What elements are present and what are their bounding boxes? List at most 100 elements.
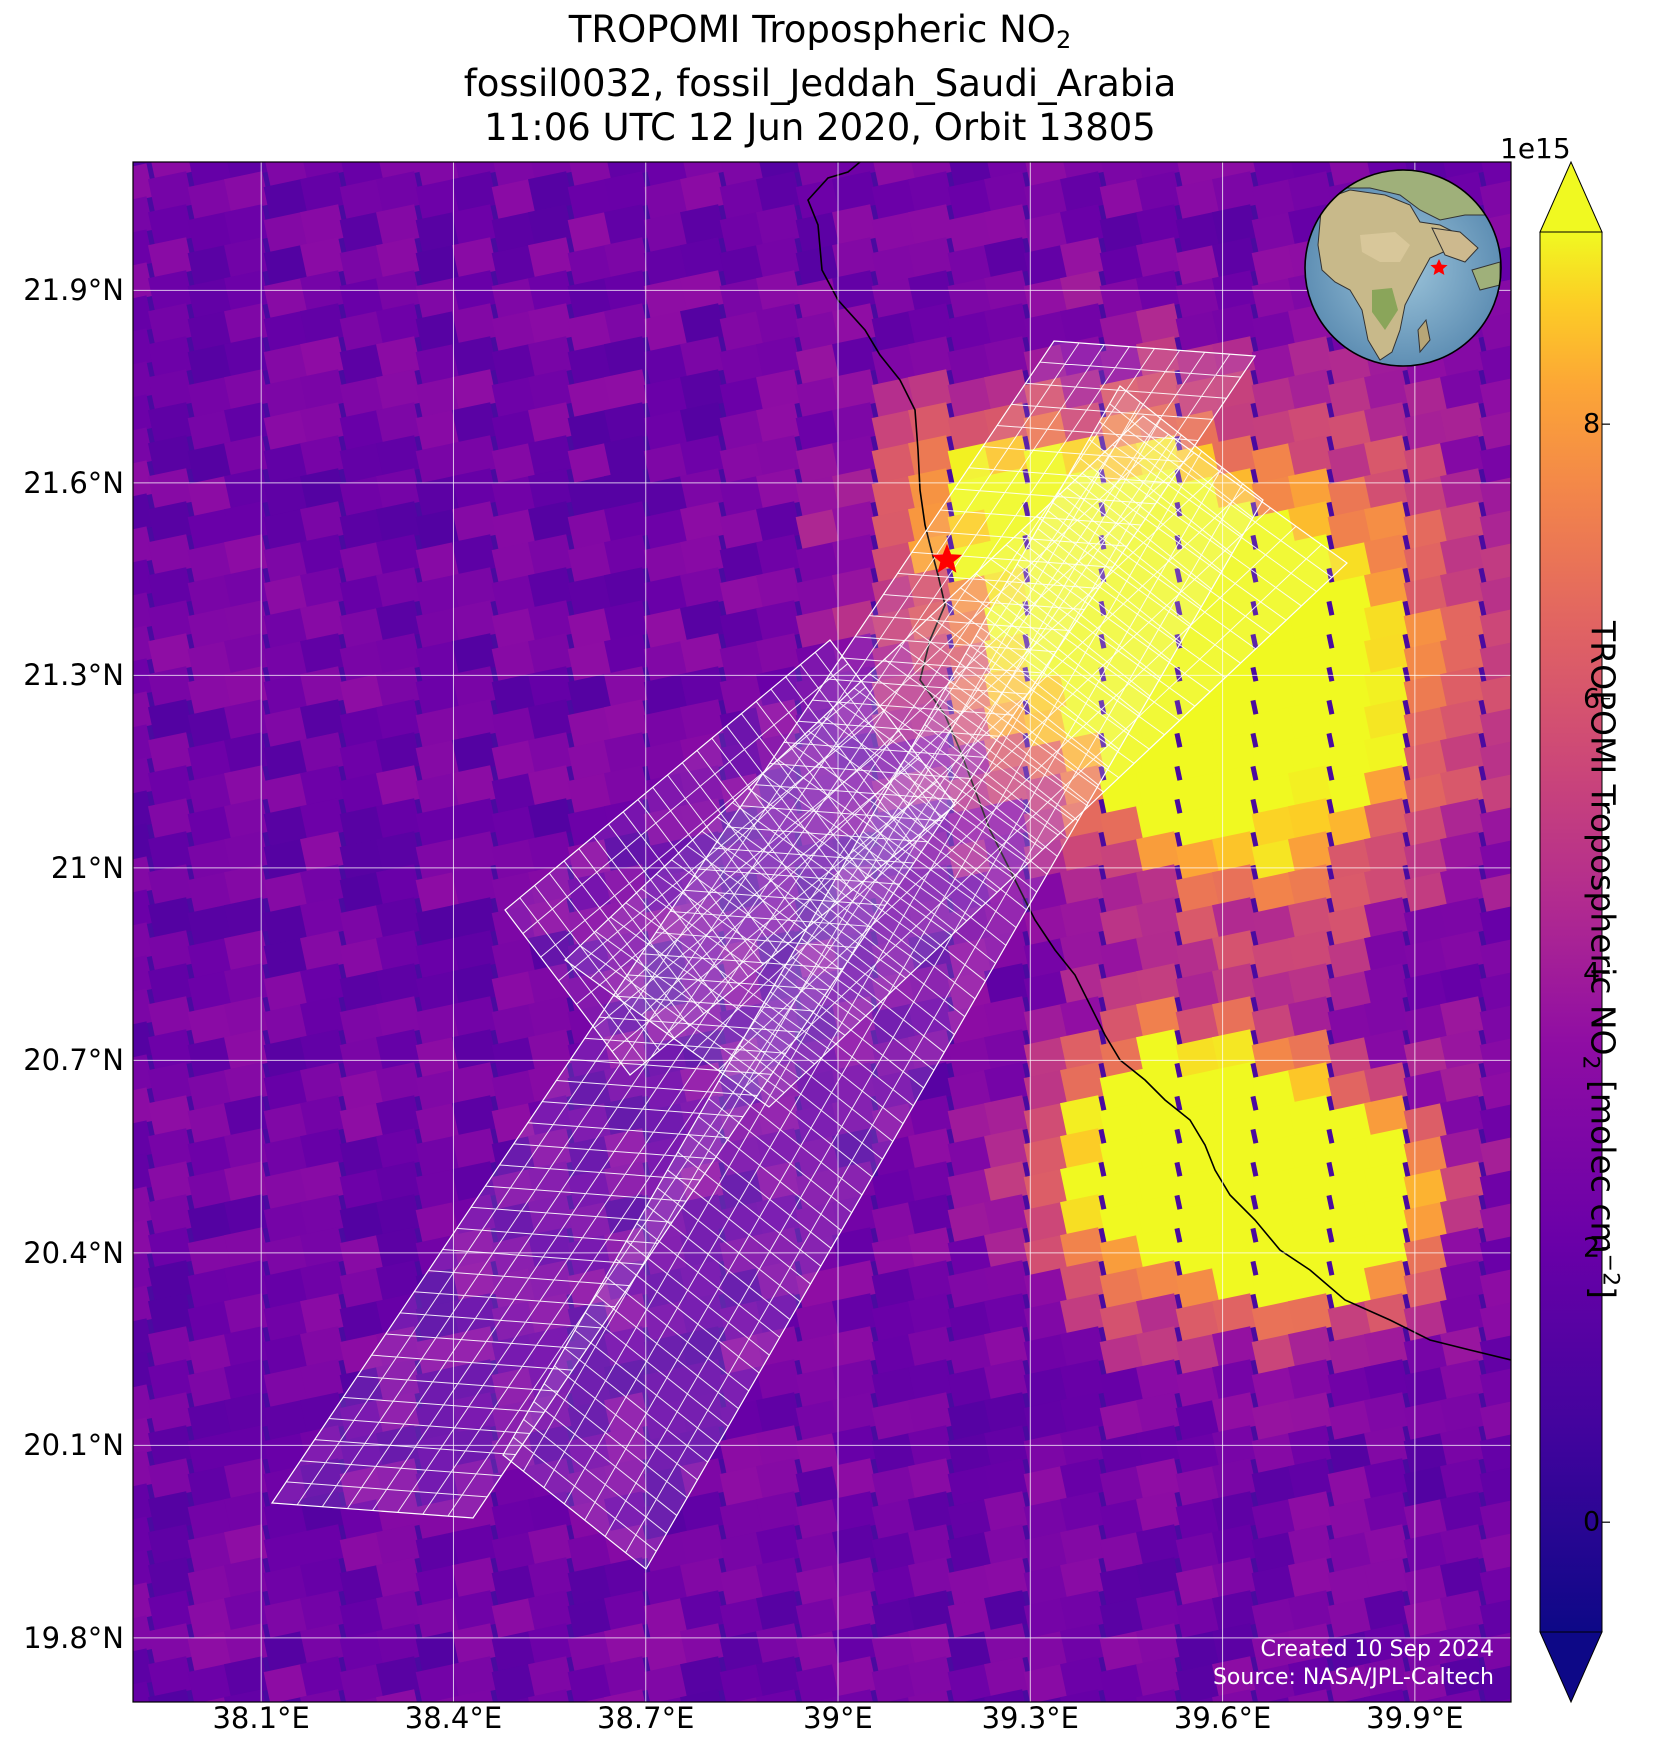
no2-pixel [375,963,422,1005]
no2-pixel [679,699,726,741]
no2-pixel [1059,963,1106,1005]
no2-pixel [1287,1590,1334,1632]
no2-pixel [1327,1565,1373,1607]
no2-pixel [719,344,765,386]
no2-pixel [1059,1194,1106,1236]
no2-pixel [491,740,537,782]
no2-pixel [491,377,537,419]
no2-pixel [415,1136,461,1178]
no2-pixel [755,1557,802,1599]
no2-pixel [795,245,841,287]
colorbar-tick-label: 4 [1583,957,1601,989]
no2-pixel [223,1557,270,1599]
no2-pixel [831,1293,878,1335]
no2-pixel [415,179,461,221]
no2-pixel [719,278,765,320]
no2-pixel [263,1103,309,1145]
no2-pixel [1479,905,1511,947]
no2-pixel [1023,1235,1069,1277]
no2-pixel [983,1425,1030,1467]
no2-pixel [907,1392,954,1434]
no2-pixel [223,1656,270,1698]
no2-pixel [947,1268,993,1310]
no2-pixel [223,798,270,840]
no2-pixel [795,278,841,320]
no2-pixel [491,278,537,320]
no2-pixel [133,790,154,832]
no2-pixel [263,1268,309,1310]
no2-pixel [451,534,498,576]
no2-pixel [1327,1202,1373,1244]
no2-pixel [871,542,917,584]
no2-pixel [983,1590,1030,1632]
no2-pixel [567,542,613,584]
no2-pixel [451,1656,498,1698]
no2-pixel [1479,938,1511,980]
no2-pixel [795,1301,841,1343]
no2-pixel [1023,1070,1069,1112]
no2-pixel [643,839,689,881]
no2-pixel [527,1326,574,1368]
no2-pixel [1251,278,1297,320]
no2-pixel [1211,1062,1258,1104]
no2-pixel [755,402,802,444]
no2-pixel [527,1623,574,1665]
no2-pixel [299,699,346,741]
no2-pixel [1363,1623,1410,1665]
no2-pixel [263,1301,309,1343]
no2-pixel [375,996,422,1038]
no2-pixel [1175,1565,1221,1607]
no2-pixel [603,1458,650,1500]
no2-pixel [643,806,689,848]
no2-pixel [755,996,802,1038]
no2-pixel [1023,1268,1069,1310]
no2-pixel [1287,468,1334,510]
no2-pixel [187,1202,233,1244]
no2-pixel [1175,542,1221,584]
no2-pixel [1135,1623,1182,1665]
no2-pixel [1439,831,1486,873]
no2-pixel [907,336,954,378]
no2-pixel [947,1235,993,1277]
no2-pixel [643,443,689,485]
no2-pixel [147,765,194,807]
no2-pixel [1363,1656,1410,1698]
no2-pixel [907,1326,954,1368]
no2-pixel [1211,1095,1258,1137]
no2-pixel [983,1194,1030,1236]
no2-pixel [831,765,878,807]
no2-pixel [1099,1301,1145,1343]
no2-pixel [263,707,309,749]
no2-pixel [603,1524,650,1566]
no2-pixel [187,311,233,353]
no2-pixel [831,369,878,411]
no2-pixel [603,468,650,510]
no2-pixel [299,1491,346,1533]
no2-pixel [1251,1499,1297,1541]
no2-pixel [451,897,498,939]
no2-pixel [795,410,841,452]
no2-pixel [1479,1499,1511,1541]
no2-pixel [187,1136,233,1178]
no2-pixel [375,1557,422,1599]
no2-pixel [1059,765,1106,807]
no2-pixel [375,171,422,213]
no2-pixel [299,1161,346,1203]
no2-pixel [1099,674,1145,716]
no2-pixel [603,765,650,807]
no2-pixel [527,1557,574,1599]
no2-pixel [263,1004,309,1046]
no2-pixel [263,311,309,353]
no2-pixel [375,1062,422,1104]
no2-pixel [1059,864,1106,906]
no2-pixel [1479,410,1511,452]
no2-pixel [1363,666,1410,708]
no2-pixel [527,162,574,180]
no2-pixel [187,1664,233,1702]
no2-pixel [375,897,422,939]
no2-pixel [603,1491,650,1533]
no2-pixel [147,1128,194,1170]
no2-pixel [1211,930,1258,972]
no2-pixel [1479,1598,1511,1640]
no2-pixel [1059,303,1106,345]
